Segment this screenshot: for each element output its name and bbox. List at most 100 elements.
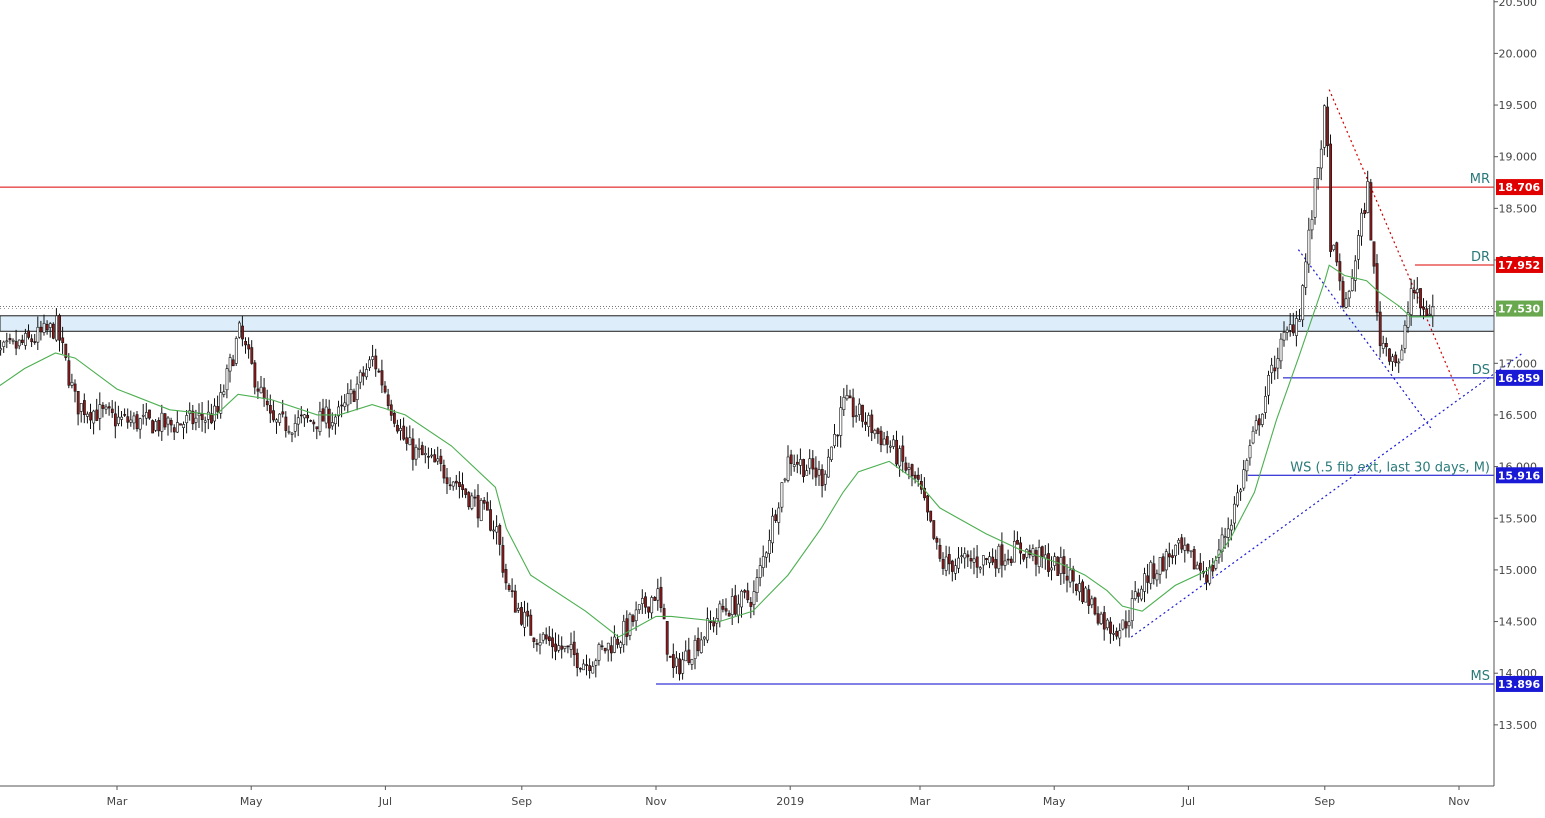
candle-body-155: [467, 492, 471, 508]
candle-body-395: [1211, 565, 1215, 572]
candle-body-76: [222, 391, 226, 395]
candle-body-457: [1403, 324, 1407, 349]
candle-body-280: [854, 415, 858, 417]
level-label-0: MR: [1470, 172, 1490, 187]
candle-body-412: [1264, 396, 1267, 413]
candle-body-43: [120, 416, 124, 420]
candle-body-448: [1375, 263, 1379, 313]
candle-body-407: [1248, 445, 1252, 459]
trendline-1: [1297, 249, 1434, 431]
candle-body-290: [885, 436, 889, 445]
candle-body-245: [746, 590, 750, 601]
candle-body-323: [988, 556, 992, 564]
horizontal-levels-layer: MR DR DS WS (.5 fib ext, last 30 days, M) MS: [0, 172, 1494, 685]
candle-body-452: [1388, 348, 1391, 362]
candle-body-207: [628, 613, 632, 636]
candle-body-374: [1146, 575, 1150, 583]
candle-body-91: [268, 404, 272, 414]
candle-body-185: [560, 645, 564, 650]
candle-body-106: [315, 426, 319, 430]
candle-body-305: [932, 520, 936, 539]
candle-body-129: [386, 394, 390, 406]
candle-body-394: [1208, 567, 1212, 584]
candle-body-67: [194, 417, 198, 423]
candle-body-33: [89, 412, 93, 421]
candle-body-126: [377, 370, 381, 373]
level-badge-3-bg: [1496, 467, 1543, 484]
candle-body-429: [1316, 167, 1320, 179]
candle-body-73: [213, 405, 217, 422]
candle-body-295: [901, 445, 905, 462]
candle-body-151: [454, 480, 458, 484]
candle-body-275: [839, 407, 843, 436]
candle-body-330: [1009, 558, 1013, 563]
candle-body-423: [1298, 319, 1302, 322]
candle-body-150: [451, 481, 455, 487]
candle-body-220: [668, 655, 672, 658]
candle-body-461: [1416, 288, 1419, 293]
candle-body-147: [442, 464, 446, 479]
candle-body-118: [352, 390, 356, 402]
candle-body-102: [303, 414, 306, 419]
price-badges-layer: 18.706 17.952 16.859 15.916 13.896 17.530: [1496, 179, 1543, 692]
candle-body-360: [1102, 612, 1106, 630]
candle-body-184: [557, 645, 561, 651]
candle-body-190: [575, 652, 579, 668]
candle-body-216: [656, 588, 660, 601]
candle-body-32: [86, 413, 89, 417]
candle-body-134: [402, 425, 406, 440]
candle-body-376: [1152, 563, 1156, 579]
candle-body-34: [92, 410, 96, 424]
candle-body-234: [712, 621, 716, 627]
support-zone: [0, 315, 1495, 332]
candle-body-164: [495, 526, 499, 533]
candle-body-262: [799, 459, 802, 466]
x-tick-label-10: Nov: [1448, 795, 1470, 808]
candle-body-237: [721, 605, 725, 610]
candle-body-300: [916, 474, 920, 480]
candle-body-333: [1019, 542, 1023, 554]
candle-body-6: [5, 340, 9, 343]
candle-body-324: [991, 556, 995, 563]
candle-body-421: [1292, 324, 1295, 334]
candle-body-125: [374, 355, 378, 370]
candle-body-385: [1180, 537, 1184, 550]
candle-body-142: [427, 455, 430, 458]
candle-body-232: [706, 618, 709, 641]
candle-body-375: [1149, 561, 1153, 584]
candle-body-444: [1363, 210, 1367, 215]
candle-body-256: [780, 482, 784, 508]
candle-body-430: [1319, 148, 1323, 169]
candle-body-381: [1168, 553, 1171, 558]
candle-body-329: [1006, 558, 1010, 561]
candle-body-351: [1075, 583, 1078, 591]
candle-body-354: [1084, 587, 1088, 603]
candle-body-447: [1372, 241, 1376, 267]
candle-body-306: [935, 537, 939, 543]
candle-body-451: [1385, 343, 1388, 348]
level-badge-1-bg: [1496, 256, 1543, 273]
candle-body-428: [1313, 178, 1317, 218]
candle-body-60: [172, 427, 176, 433]
candle-body-443: [1360, 212, 1364, 237]
candle-body-338: [1034, 550, 1038, 565]
candle-body-110: [327, 408, 331, 429]
candle-body-426: [1307, 229, 1311, 265]
candle-body-420: [1288, 324, 1292, 331]
candle-body-121: [361, 372, 365, 377]
candle-body-215: [653, 597, 657, 601]
candle-body-325: [994, 559, 998, 569]
candle-body-47: [132, 415, 136, 424]
support-zone-layer: [0, 305, 1495, 332]
candle-body-449: [1378, 311, 1382, 346]
candle-body-51: [145, 412, 148, 419]
candle-body-233: [709, 621, 713, 623]
candle-body-222: [675, 657, 678, 667]
candle-body-427: [1310, 219, 1314, 231]
candle-body-422: [1295, 318, 1298, 336]
candle-body-236: [718, 603, 722, 622]
candle-body-146: [439, 455, 443, 464]
candle-body-199: [603, 647, 607, 652]
candle-body-313: [957, 557, 961, 569]
